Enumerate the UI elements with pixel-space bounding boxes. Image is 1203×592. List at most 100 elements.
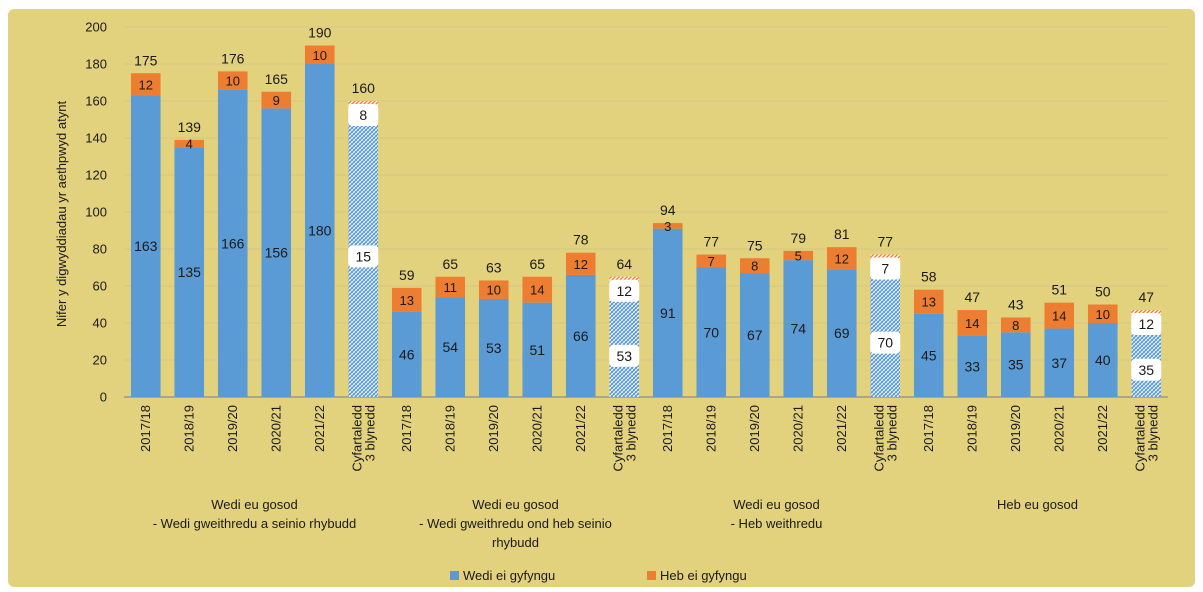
total-label-g3-2017-18: 58 — [921, 269, 937, 285]
x-tick-label-g3-2017-18: 2017/18 — [921, 405, 936, 452]
bar-g0-2017-18-heb-ei-gyfyngu — [130, 73, 161, 96]
x-tick-label-g0-2018-19: 2018/19 — [181, 405, 196, 452]
data-label-g2-average-heb-ei-gyfyngu: 7 — [881, 261, 889, 277]
data-label-g1-2017-18-wedi-ei-gyfyngu: 46 — [399, 346, 415, 362]
data-label-g3-2019-20-heb-ei-gyfyngu: 8 — [1012, 318, 1019, 333]
total-label-g3-2019-20: 43 — [1008, 296, 1024, 312]
y-axis-ticks: 0 20 40 60 80 100 120 140 160 180 200 — [85, 20, 107, 405]
bar-g0-2020-21-heb-ei-gyfyngu — [261, 91, 292, 109]
total-label-g2-2019-20: 75 — [747, 237, 763, 253]
total-label-g3-2020-21: 51 — [1051, 282, 1067, 298]
total-label-g2-2021-22: 81 — [834, 226, 850, 242]
y-tick-label-160: 160 — [85, 94, 107, 109]
legend: Wedi ei gyfyngu Heb ei gyfyngu — [450, 568, 747, 583]
data-label-g2-2020-21-heb-ei-gyfyngu: 5 — [795, 248, 802, 263]
total-label-g1-2020-21: 65 — [529, 256, 545, 272]
data-label-g2-2018-19-heb-ei-gyfyngu: 7 — [708, 254, 715, 269]
y-tick-label-100: 100 — [85, 205, 107, 220]
data-label-g1-average-wedi-ei-gyfyngu: 53 — [616, 348, 632, 364]
bar-g3-2018-19-heb-ei-gyfyngu — [957, 310, 988, 336]
label-box-g0-average-orange — [348, 104, 379, 126]
bar-g2-2021-22-heb-ei-gyfyngu — [826, 247, 857, 270]
data-label-g1-2017-18-heb-ei-gyfyngu: 13 — [400, 293, 414, 308]
y-tick-label-0: 0 — [100, 390, 107, 405]
total-label-g0-2019-20: 176 — [221, 50, 245, 66]
data-label-g0-average-heb-ei-gyfyngu: 8 — [359, 107, 367, 123]
bar-g1-2021-22-wedi-ei-gyfyngu — [565, 274, 596, 397]
data-label-g2-2018-19-wedi-ei-gyfyngu: 70 — [703, 324, 719, 340]
x-tick-label-g2-2018-19: 2018/19 — [703, 405, 718, 452]
total-label-g0-2021-22: 190 — [308, 25, 332, 41]
total-label-g3-2021-22: 50 — [1095, 284, 1111, 300]
data-label-g2-2021-22-wedi-ei-gyfyngu: 69 — [834, 325, 850, 341]
y-tick-label-60: 60 — [93, 279, 107, 294]
x-tick-label-g1-2021-22: 2021/22 — [573, 405, 588, 452]
total-label-g0-2017-18: 175 — [134, 52, 158, 68]
data-label-g2-average-wedi-ei-gyfyngu: 70 — [877, 335, 893, 351]
label-box-g1-average-blue — [609, 344, 640, 367]
x-tick-label-g3-average-line-1: 3 blynedd — [1145, 405, 1160, 461]
bar-g2-2020-21-wedi-ei-gyfyngu — [783, 260, 814, 397]
total-label-g0-average: 160 — [352, 80, 376, 96]
y-tick-label-80: 80 — [93, 242, 107, 257]
data-label-g2-2021-22-heb-ei-gyfyngu: 12 — [835, 251, 849, 266]
data-label-g3-average-heb-ei-gyfyngu: 12 — [1138, 316, 1154, 332]
data-label-g0-average-wedi-ei-gyfyngu: 15 — [355, 248, 371, 264]
bar-g3-2019-20-wedi-ei-gyfyngu — [1000, 332, 1031, 397]
data-label-g3-2020-21-heb-ei-gyfyngu: 14 — [1052, 309, 1066, 324]
bar-g2-2019-20-wedi-ei-gyfyngu — [739, 273, 770, 397]
x-tick-label-g1-2019-20: 2019/20 — [486, 405, 501, 452]
label-box-g2-average-orange — [870, 257, 901, 280]
x-tick-label-g2-average-line-0: Cyfartaledd — [871, 405, 886, 471]
bar-g1-2019-20-heb-ei-gyfyngu — [478, 280, 509, 299]
bar-g0-2020-21-wedi-ei-gyfyngu — [261, 108, 292, 398]
data-label-g2-2020-21-wedi-ei-gyfyngu: 74 — [790, 321, 806, 337]
data-label-g0-2018-19-wedi-ei-gyfyngu: 135 — [178, 264, 202, 280]
data-label-g3-average-wedi-ei-gyfyngu: 35 — [1138, 362, 1154, 378]
data-label-g0-2018-19-heb-ei-gyfyngu: 4 — [186, 137, 193, 152]
label-box-g3-average-orange — [1131, 313, 1162, 336]
x-tick-label-g1-average-line-0: Cyfartaledd — [610, 405, 625, 471]
bar-g1-2020-21-wedi-ei-gyfyngu — [522, 302, 553, 397]
bar-g3-2017-18-wedi-ei-gyfyngu — [913, 313, 944, 397]
total-label-g1-2021-22: 78 — [573, 232, 589, 248]
bar-g2-2017-18-wedi-ei-gyfyngu — [652, 228, 683, 397]
group-label-2-line-0: Wedi eu gosod — [733, 497, 820, 512]
legend-label-heb-ei-gyfyngu: Heb ei gyfyngu — [660, 568, 747, 583]
data-label-g3-2020-21-wedi-ei-gyfyngu: 37 — [1051, 355, 1067, 371]
total-label-g1-2018-19: 65 — [442, 256, 458, 272]
group-label-2-line-1: - Heb weithredu — [731, 516, 823, 531]
gridlines — [124, 26, 1168, 398]
bar-g2-2020-21-heb-ei-gyfyngu — [783, 250, 814, 261]
x-tick-label-g1-2017-18: 2017/18 — [399, 405, 414, 452]
total-label-g2-2017-18: 94 — [660, 202, 676, 218]
x-tick-label-g0-2017-18: 2017/18 — [138, 405, 153, 452]
data-label-g3-2019-20-wedi-ei-gyfyngu: 35 — [1008, 357, 1024, 373]
data-label-g1-2021-22-wedi-ei-gyfyngu: 66 — [573, 328, 589, 344]
data-label-g1-2021-22-heb-ei-gyfyngu: 12 — [574, 257, 588, 272]
x-tick-label-g3-2020-21: 2020/21 — [1051, 405, 1066, 452]
data-label-g0-2017-18-heb-ei-gyfyngu: 12 — [139, 77, 153, 92]
label-box-g3-average-blue — [1131, 358, 1162, 381]
data-label-g3-2017-18-wedi-ei-gyfyngu: 45 — [921, 347, 937, 363]
data-label-g3-2017-18-heb-ei-gyfyngu: 13 — [922, 295, 936, 310]
data-label-g0-2019-20-wedi-ei-gyfyngu: 166 — [221, 235, 245, 251]
bar-g1-2019-20-wedi-ei-gyfyngu — [478, 298, 509, 397]
bar-g2-2019-20-heb-ei-gyfyngu — [739, 258, 770, 274]
y-tick-label-140: 140 — [85, 131, 107, 146]
x-tick-label-g3-2021-22: 2021/22 — [1095, 405, 1110, 452]
group-label-1-line-0: Wedi eu gosod — [472, 497, 559, 512]
data-label-g0-2019-20-heb-ei-gyfyngu: 10 — [226, 74, 240, 89]
total-label-g2-average: 77 — [877, 234, 893, 250]
data-label-g0-2020-21-heb-ei-gyfyngu: 9 — [273, 93, 280, 108]
data-label-g1-2019-20-heb-ei-gyfyngu: 10 — [487, 283, 501, 298]
legend-swatch-wedi-ei-gyfyngu — [450, 571, 459, 580]
data-label-g1-average-heb-ei-gyfyngu: 12 — [616, 283, 632, 299]
legend-swatch-heb-ei-gyfyngu — [647, 571, 656, 580]
data-label-g2-2017-18-heb-ei-gyfyngu: 3 — [664, 219, 671, 234]
x-tick-label-g1-average-line-1: 3 blynedd — [623, 405, 638, 461]
group-label-1-line-2: rhybudd — [492, 535, 539, 550]
total-label-g3-average: 47 — [1138, 289, 1154, 305]
bar-g2-2018-19-heb-ei-gyfyngu — [696, 254, 727, 268]
total-label-g2-2020-21: 79 — [790, 230, 806, 246]
